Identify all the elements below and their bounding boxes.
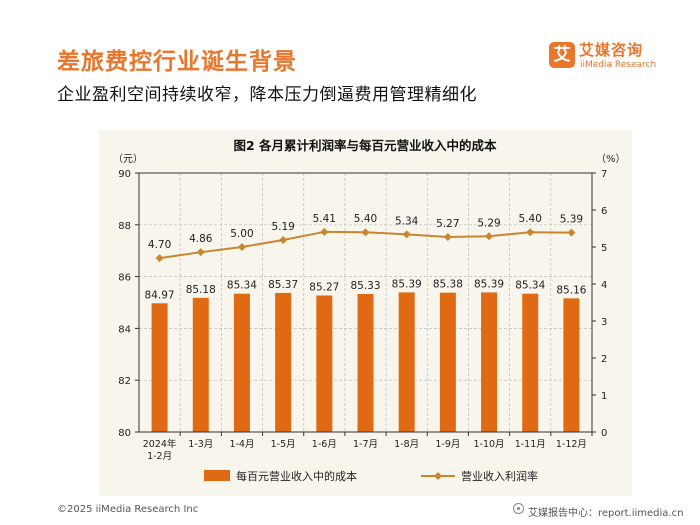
line-value-label: 5.39 <box>560 214 583 226</box>
line-value-label: 5.40 <box>354 213 377 225</box>
bar-value-label: 85.16 <box>556 284 586 296</box>
line-value-label: 5.40 <box>519 213 542 225</box>
bar-value-label: 85.39 <box>392 278 422 290</box>
legend-line-marker <box>434 472 442 480</box>
right-axis-tick-label: 4 <box>601 280 607 291</box>
bar <box>439 292 456 432</box>
x-axis-tick-label: 1-9月 <box>435 439 460 450</box>
line-point <box>402 230 411 239</box>
bar <box>275 292 292 432</box>
x-axis-tick-label: 1-7月 <box>353 439 378 450</box>
bar <box>563 298 580 432</box>
bar-value-label: 85.33 <box>350 280 380 292</box>
right-axis-tick-label: 1 <box>601 391 607 402</box>
x-axis-tick-label: 1-11月 <box>515 439 546 450</box>
left-axis-tick-label: 84 <box>118 324 131 335</box>
line-value-label: 5.19 <box>271 221 294 233</box>
line-point <box>320 227 329 236</box>
line-value-label: 5.41 <box>313 213 336 225</box>
bar <box>481 292 498 432</box>
line-value-label: 4.86 <box>189 233 213 245</box>
bar-value-label: 85.18 <box>186 284 216 296</box>
legend-line-label: 营业收入利润率 <box>461 469 538 483</box>
right-axis-tick-label: 6 <box>601 206 607 217</box>
brand-logo: 艾 艾媒咨询 iiMedia Research <box>549 40 679 74</box>
page-title: 差旅费控行业诞生背景 <box>57 49 297 75</box>
left-axis-tick-label: 88 <box>118 221 131 232</box>
brand-name-cn: 艾媒咨询 <box>579 41 644 59</box>
source-icon <box>513 503 524 514</box>
x-axis-tick-label: 1-12月 <box>556 439 587 450</box>
x-axis-tick-label: 1-2月 <box>147 451 172 462</box>
brand-name-en: iiMedia Research <box>580 60 657 70</box>
x-axis-tick-label: 1-4月 <box>229 439 254 450</box>
x-axis-tick-label: 1-6月 <box>312 439 337 450</box>
left-axis-tick-label: 90 <box>118 169 131 180</box>
right-axis-tick-label: 7 <box>601 169 607 180</box>
right-axis-tick-label: 0 <box>601 428 607 439</box>
line-point <box>155 254 164 263</box>
bar <box>398 292 415 432</box>
line-point <box>443 233 452 242</box>
left-axis-unit: （元） <box>113 153 143 165</box>
bar <box>316 295 333 432</box>
legend-bar-label: 每百元营业收入中的成本 <box>236 469 357 483</box>
line-value-label: 5.27 <box>436 218 459 230</box>
chart-svg: 图2 各月累计利润率与每百元营业收入中的成本 （元） （%） 84.97 85.1… <box>113 138 626 483</box>
legend-bar-swatch <box>204 470 230 481</box>
bar <box>192 297 209 432</box>
bar-value-label: 85.39 <box>474 278 504 290</box>
line-value-label: 4.70 <box>148 239 171 251</box>
bar-value-label: 84.97 <box>145 289 175 301</box>
x-axis-tick-label: 1-3月 <box>188 439 213 450</box>
x-axis-tick-label: 1-8月 <box>394 439 419 450</box>
bar <box>357 293 374 432</box>
bar-value-label: 85.27 <box>309 282 339 294</box>
line-point <box>279 235 288 244</box>
chart-figure: 图2 各月累计利润率与每百元营业收入中的成本 （元） （%） 84.97 85.1… <box>99 130 632 496</box>
line-point <box>196 248 205 257</box>
bar <box>233 293 250 432</box>
line-point <box>485 232 494 241</box>
footer-source: 艾媒报告中心：report.iimedia.cn <box>528 508 684 519</box>
plot-frame <box>138 172 593 433</box>
right-axis-tick-label: 5 <box>601 243 607 254</box>
right-axis-unit: （%） <box>596 153 626 165</box>
page-subtitle: 企业盈利空间持续收窄，降本压力倒逼费用管理精细化 <box>57 85 477 105</box>
line-point <box>567 228 576 237</box>
line-point <box>526 228 535 237</box>
bar-value-label: 85.38 <box>433 279 463 291</box>
bar <box>151 303 168 432</box>
left-axis-tick-label: 82 <box>118 376 131 387</box>
x-axis-tick-label: 1-5月 <box>271 439 296 450</box>
line-point <box>237 243 246 251</box>
line-point <box>361 228 370 237</box>
line-value-label: 5.29 <box>477 217 500 229</box>
line-value-label: 5.34 <box>395 215 419 227</box>
x-axis-tick-label: 2024年 <box>143 438 177 450</box>
left-axis-tick-label: 86 <box>118 273 131 284</box>
bar-value-label: 85.37 <box>268 279 298 291</box>
line-value-label: 5.00 <box>230 228 253 240</box>
right-axis-tick-label: 3 <box>601 317 607 328</box>
bar-value-label: 85.34 <box>515 280 545 292</box>
footer-copyright: ©2025 iiMedia Research Inc <box>57 504 199 515</box>
x-axis-tick-label: 1-10月 <box>474 439 505 450</box>
bar-value-label: 85.34 <box>227 280 257 292</box>
right-axis-tick-label: 2 <box>601 354 607 365</box>
bar <box>522 293 539 432</box>
brand-logo-mark: 艾 <box>549 42 575 68</box>
chart-title: 图2 各月累计利润率与每百元营业收入中的成本 <box>233 138 497 153</box>
left-axis-tick-label: 80 <box>118 428 131 439</box>
